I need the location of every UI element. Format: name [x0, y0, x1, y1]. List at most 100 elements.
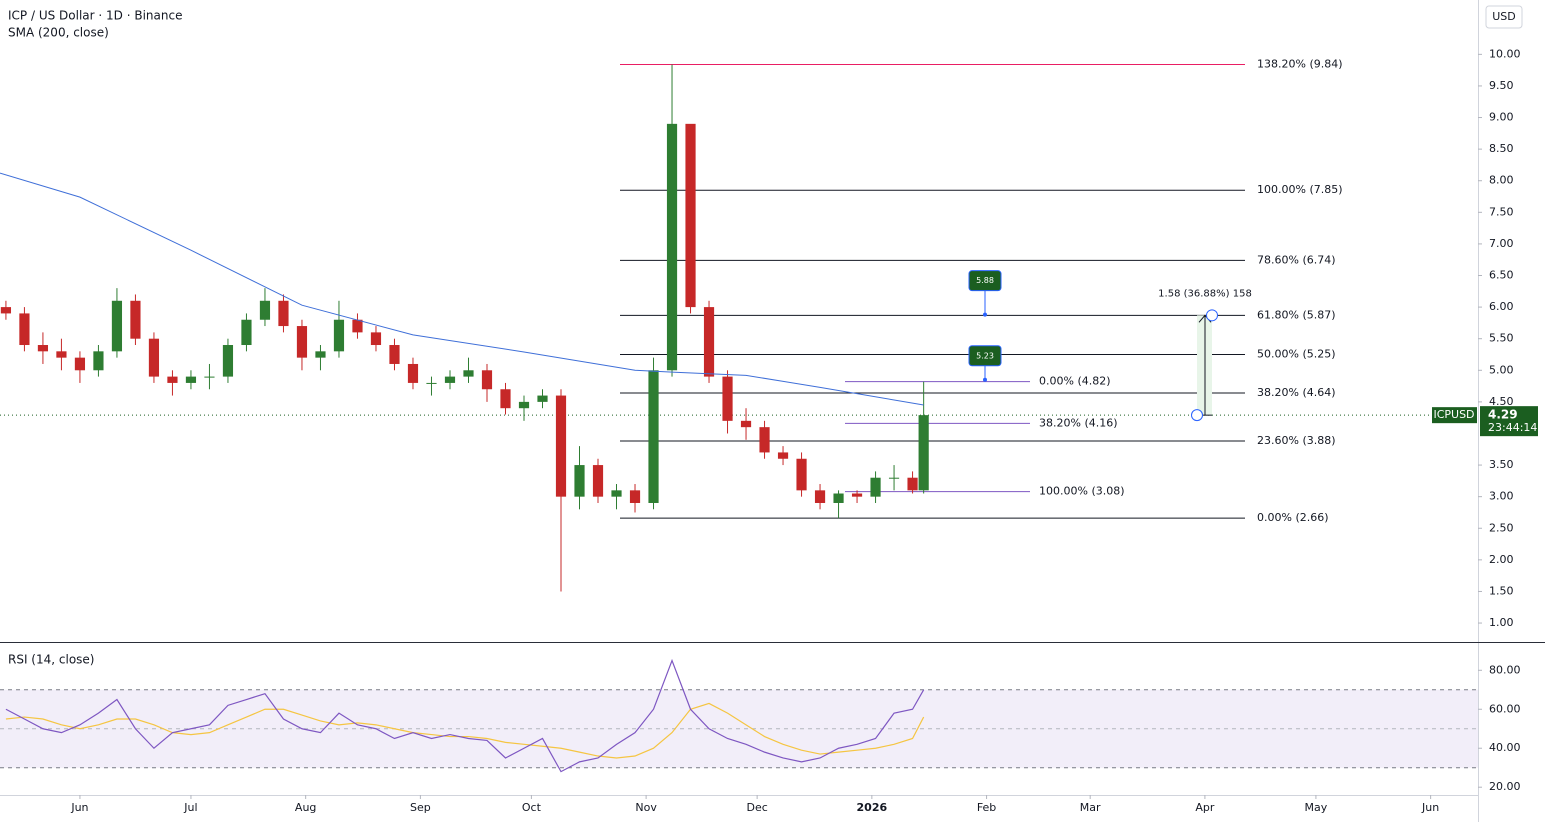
y-tick-label: 6.50	[1489, 269, 1514, 282]
y-tick-label: 20.00	[1489, 780, 1521, 793]
candle-body	[907, 477, 918, 491]
candle-body	[370, 332, 382, 346]
candle-body	[851, 493, 863, 497]
last-price-label: 4.29	[1488, 408, 1518, 422]
rsi-legend: RSI (14, close)	[8, 653, 94, 667]
y-tick-label: 10.00	[1489, 47, 1521, 60]
x-tick-label: Dec	[746, 801, 767, 814]
candle-body	[555, 395, 567, 497]
candle-body	[722, 376, 733, 421]
y-tick-label: 7.50	[1489, 205, 1514, 218]
candle-body	[148, 338, 160, 377]
candle-body	[222, 345, 234, 377]
candle-body	[444, 376, 456, 383]
fib-label: 138.20% (9.84)	[1257, 57, 1343, 70]
sma-legend: SMA (200, close)	[8, 26, 109, 40]
target-box	[968, 345, 1002, 367]
candle-body	[888, 477, 900, 479]
candle-body	[167, 376, 178, 383]
candle-body	[352, 319, 363, 333]
candle-body	[759, 427, 770, 453]
symbol-box	[1432, 407, 1477, 424]
symbol-title: ICP / US Dollar · 1D · Binance	[8, 9, 182, 23]
currency[interactable]: USD	[1492, 10, 1516, 23]
rsi-ma-line	[5, 702, 925, 759]
fib-label: 0.00% (2.66)	[1257, 511, 1329, 524]
candle-body	[518, 401, 530, 409]
y-tick-label: 4.50	[1489, 395, 1514, 408]
currency-button[interactable]	[1485, 5, 1523, 29]
y-tick-label: 8.50	[1489, 142, 1514, 155]
candle-body	[259, 300, 271, 320]
y-tick-label: 2.00	[1489, 553, 1514, 566]
target-dot	[983, 312, 987, 317]
fib-label: 38.20% (4.64)	[1257, 386, 1336, 399]
candle-body	[93, 351, 104, 371]
x-tick-label: Jun	[70, 801, 88, 814]
candle-body	[574, 465, 585, 497]
x-tick-label: Nov	[635, 801, 657, 814]
candle-body	[0, 307, 12, 314]
candle-body	[870, 477, 881, 497]
y-tick-label: 5.50	[1489, 332, 1514, 345]
target-dot	[983, 377, 987, 382]
candle-body	[241, 319, 252, 346]
fib-label: 0.00% (4.82)	[1039, 375, 1111, 388]
y-tick-label: 9.50	[1489, 79, 1514, 92]
candle-body	[296, 326, 308, 358]
target-label: 5.88	[976, 276, 994, 285]
candle-body	[426, 382, 437, 384]
x-tick-label: Sep	[410, 801, 431, 814]
x-tick-label: Mar	[1080, 801, 1101, 814]
target-box	[968, 270, 1002, 292]
candle-body	[463, 370, 474, 377]
fib-label: 23.60% (3.88)	[1257, 434, 1336, 447]
x-tick-label: Apr	[1195, 801, 1215, 814]
candle-body	[796, 458, 807, 491]
candle-body	[648, 370, 659, 503]
y-tick-label: 1.00	[1489, 616, 1514, 629]
candle-body	[685, 123, 696, 308]
y-tick-label: 8.00	[1489, 174, 1514, 187]
candle-body	[777, 452, 789, 459]
candle-body	[111, 300, 123, 352]
symbol-label: ICPUSD	[1433, 408, 1474, 421]
measure-handle	[1206, 309, 1218, 322]
sma-line	[0, 172, 924, 406]
rsi-line	[5, 658, 925, 773]
x-tick-label: Feb	[977, 801, 996, 814]
y-tick-label: 60.00	[1489, 702, 1521, 715]
candle-body	[666, 123, 678, 371]
candle-body	[537, 395, 548, 402]
y-tick-label: 2.50	[1489, 521, 1514, 534]
candle-body	[204, 376, 215, 378]
x-tick-label: May	[1305, 801, 1328, 814]
target-label: 5.23	[976, 351, 994, 360]
fib-label: 100.00% (7.85)	[1257, 183, 1343, 196]
candle-body	[130, 300, 141, 339]
measure-label: 1.58 (36.88%) 158	[1158, 288, 1252, 299]
candle-body	[481, 370, 493, 390]
y-tick-label: 3.00	[1489, 490, 1514, 503]
last-price-box	[1480, 406, 1538, 437]
candle-body	[389, 345, 400, 364]
candle-body	[185, 376, 197, 383]
y-tick-label: 40.00	[1489, 741, 1521, 754]
fib-label: 78.60% (6.74)	[1257, 253, 1336, 266]
y-tick-label: 7.00	[1489, 237, 1514, 250]
y-tick-label: 1.50	[1489, 584, 1514, 597]
candle-body	[19, 313, 30, 346]
fib-label: 61.80% (5.87)	[1257, 308, 1336, 321]
candle-body	[918, 415, 929, 491]
measure-handle	[1191, 409, 1203, 422]
candle-body	[629, 490, 641, 503]
x-tick-label: Jun	[1421, 801, 1439, 814]
fib-label: 100.00% (3.08)	[1039, 485, 1125, 498]
candle-body	[407, 363, 419, 383]
x-tick-label: 2026	[857, 801, 888, 814]
candle-body	[611, 490, 622, 497]
y-tick-label: 3.50	[1489, 458, 1514, 471]
